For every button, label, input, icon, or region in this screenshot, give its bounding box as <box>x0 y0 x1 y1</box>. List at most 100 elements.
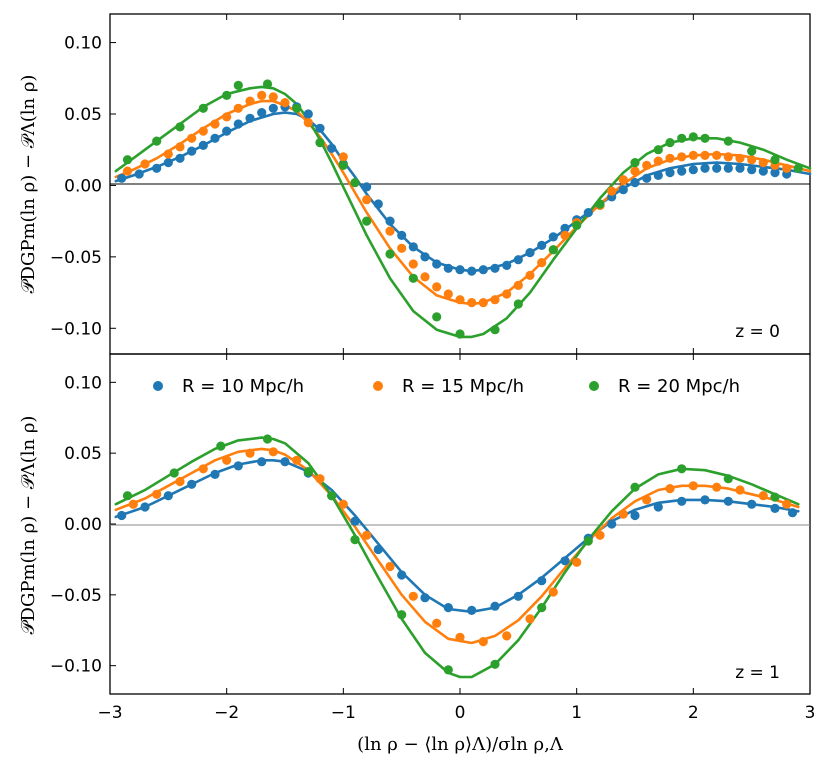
bottom-point-r10 <box>117 510 127 521</box>
top-point-r10 <box>315 123 325 133</box>
top-point-r10 <box>630 178 640 188</box>
bottom-point-r15 <box>758 491 768 501</box>
top-y-tick-label: 0.10 <box>64 34 102 54</box>
legend-label-r10: R = 10 Mpc/h <box>182 376 304 397</box>
bottom-point-r15 <box>455 632 465 642</box>
top-point-r20 <box>572 220 582 230</box>
legend-label-r15: R = 15 Mpc/h <box>402 376 524 397</box>
bottom-point-r10 <box>210 469 220 479</box>
top-point-r15 <box>607 186 617 196</box>
bottom-point-r20 <box>770 492 780 502</box>
top-point-r10 <box>618 185 628 195</box>
bottom-y-tick-label: 0.00 <box>64 515 102 535</box>
top-point-r20 <box>338 160 348 170</box>
bottom-point-r15 <box>315 474 325 484</box>
top-point-r15 <box>432 282 442 292</box>
bottom-point-r15 <box>502 631 512 641</box>
bottom-y-tick-label: 0.05 <box>64 444 102 464</box>
bottom-y-tick-label: 0.10 <box>64 373 102 393</box>
top-point-r15 <box>782 163 792 173</box>
bottom-point-r10 <box>560 556 570 566</box>
bottom-points <box>117 434 798 675</box>
bottom-point-r15 <box>595 530 605 540</box>
top-point-r15 <box>362 195 372 205</box>
top-point-r10 <box>537 240 547 250</box>
top-point-r15 <box>222 112 232 122</box>
top-point-r15 <box>513 280 523 290</box>
top-point-r15 <box>338 152 348 162</box>
legend-marker-r10 <box>153 381 163 391</box>
bottom-point-r10 <box>233 461 243 471</box>
bottom-point-r20 <box>303 467 313 477</box>
bottom-point-r10 <box>373 544 383 555</box>
top-point-r15 <box>525 270 535 280</box>
top-point-r20 <box>152 136 162 146</box>
bottom-point-r10 <box>747 499 757 509</box>
legend-entry-r15: R = 15 Mpc/h <box>373 376 524 397</box>
top-point-r20 <box>630 158 640 168</box>
top-point-r10 <box>583 208 593 218</box>
top-point-r10 <box>222 126 232 136</box>
top-point-r15 <box>210 119 220 129</box>
bottom-point-r10 <box>140 502 150 512</box>
top-point-r10 <box>373 199 383 209</box>
top-point-r10 <box>385 216 395 226</box>
top-point-r15 <box>688 150 698 160</box>
bottom-point-r10 <box>420 593 430 603</box>
top-point-r15 <box>198 126 208 136</box>
top-point-r20 <box>677 133 687 143</box>
top-point-r15 <box>630 166 640 176</box>
bottom-point-r10 <box>653 502 663 512</box>
top-point-r10 <box>455 265 465 275</box>
bottom-point-r10 <box>163 491 173 501</box>
bottom-point-r10 <box>350 516 360 526</box>
bottom-panel-annotation: z = 1 <box>735 663 780 683</box>
top-point-r10 <box>245 113 255 123</box>
top-point-r15 <box>700 150 710 160</box>
top-point-r10 <box>642 173 652 183</box>
top-point-r20 <box>262 79 273 89</box>
top-point-r15 <box>455 295 465 305</box>
top-point-r10 <box>152 163 162 173</box>
top-point-r20 <box>408 273 418 283</box>
legend-label-r20: R = 20 Mpc/h <box>618 376 740 397</box>
top-point-r20 <box>385 249 395 259</box>
top-point-r20 <box>222 90 232 100</box>
top-y-ticks: −0.10 −0.05 0.00 0.05 0.10 <box>50 34 116 339</box>
bottom-point-r15 <box>525 614 535 624</box>
top-point-r15 <box>303 118 313 128</box>
top-point-r10 <box>187 146 197 156</box>
bottom-point-r15 <box>292 455 302 465</box>
top-point-r15 <box>233 103 243 113</box>
top-point-r15 <box>712 150 722 160</box>
bottom-point-r10 <box>700 495 710 505</box>
bottom-point-r15 <box>152 489 162 499</box>
top-point-r20 <box>747 146 757 156</box>
bottom-point-r10 <box>257 457 267 467</box>
top-point-r10 <box>303 109 313 119</box>
bottom-point-r15 <box>712 482 722 492</box>
top-panel: −0.10 −0.05 0.00 0.05 0.10 z = 0 𝒫DGPm(ln ρ)… <box>18 13 812 355</box>
bottom-point-r20 <box>443 665 453 675</box>
top-point-r10 <box>467 266 477 276</box>
bottom-point-r10 <box>677 496 687 506</box>
top-point-r10 <box>362 182 372 192</box>
top-point-r20 <box>432 312 442 322</box>
bottom-point-r15 <box>548 587 558 597</box>
top-point-r20 <box>233 80 243 90</box>
top-point-r20 <box>665 138 675 148</box>
bottom-point-r15 <box>385 561 395 572</box>
top-points <box>117 79 803 339</box>
top-point-r10 <box>490 263 500 273</box>
top-point-r15 <box>502 289 512 299</box>
top-point-r15 <box>490 295 500 305</box>
bottom-point-r10 <box>467 605 477 616</box>
top-point-r20 <box>723 136 733 146</box>
top-point-r10 <box>758 166 768 176</box>
bottom-y-tick-label: −0.05 <box>50 586 102 606</box>
x-tick-label: 3 <box>805 703 816 723</box>
top-point-r15 <box>467 298 477 308</box>
bottom-x-ticks: −3 −2 −1 0 1 2 3 <box>97 354 815 723</box>
bottom-point-r10 <box>397 570 407 580</box>
top-point-r10 <box>723 163 733 173</box>
